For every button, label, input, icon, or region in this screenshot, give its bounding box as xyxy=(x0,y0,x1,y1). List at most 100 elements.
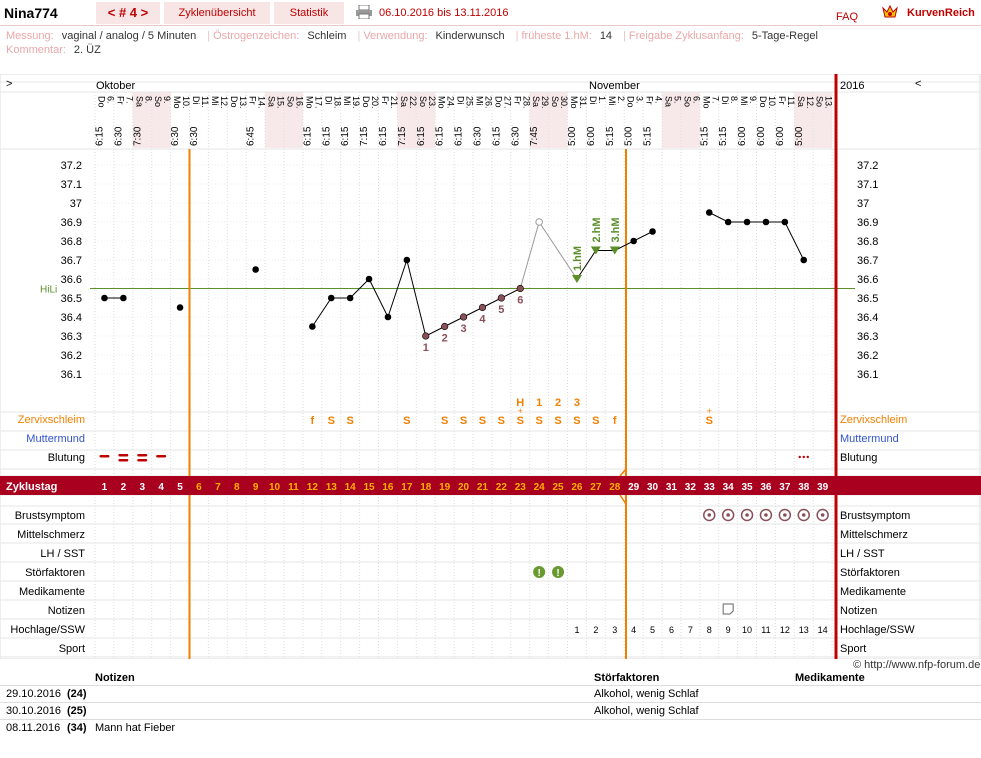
weekend-shade xyxy=(794,92,814,148)
cycle-day-number: 5 xyxy=(177,482,183,493)
low-phase-label: 1 xyxy=(423,342,429,354)
measure-time: 6:00 xyxy=(737,126,748,146)
faq-link[interactable]: FAQ xyxy=(836,11,859,23)
y-tick-label: 37.2 xyxy=(61,160,82,172)
user-name: Nina774 xyxy=(4,5,58,21)
hochlage-number: 6 xyxy=(669,625,674,635)
cycle-day-number: 7 xyxy=(215,482,221,493)
cervix-mark: S xyxy=(592,415,599,427)
day-date: 11. xyxy=(786,96,796,108)
cycle-overview-tab[interactable]: Zyklenübersicht xyxy=(164,2,270,24)
cycle-day-number: 13 xyxy=(326,482,338,493)
day-weekday: Fr xyxy=(512,96,522,105)
excluded-connector xyxy=(519,221,540,289)
cycle-day-number: 17 xyxy=(401,482,413,493)
day-weekday: So xyxy=(550,96,560,107)
cycle-switcher[interactable]: < # 4 > xyxy=(96,2,160,24)
y-tick-label: 37 xyxy=(70,198,82,210)
day-date: 13. xyxy=(824,96,834,109)
day-weekday: Fr xyxy=(115,96,125,105)
cervix-plus: + xyxy=(707,406,712,416)
measure-time: 5:15 xyxy=(605,126,616,146)
cycle-day-number: 15 xyxy=(363,482,375,493)
note-date: 29.10.2016 xyxy=(6,688,62,700)
low-phase-label: 6 xyxy=(517,295,523,307)
row-label-mm: Muttermund xyxy=(26,433,85,445)
day-date: 10. xyxy=(181,96,191,109)
day-date: 23. xyxy=(427,96,437,109)
meta-label: Verwendung: xyxy=(363,30,428,42)
day-date: 6. xyxy=(105,96,115,104)
breast-symptom-dot xyxy=(783,513,787,517)
row-label-med: Medikamente xyxy=(19,586,85,598)
day-date: 7. xyxy=(710,96,720,104)
disturbance-icon xyxy=(533,566,546,578)
temperature-point xyxy=(724,218,732,226)
peak-label: H xyxy=(516,397,524,409)
day-weekday: Di xyxy=(456,96,466,105)
measure-time: 6:15 xyxy=(454,126,465,146)
day-date: 17. xyxy=(313,96,323,109)
weekend-shade xyxy=(529,92,549,148)
y-tick-label-right: 36.6 xyxy=(857,274,878,286)
day-date: 14. xyxy=(257,96,267,109)
kurvenreich-link[interactable]: KurvenReich xyxy=(907,7,975,19)
day-date: 26. xyxy=(483,96,493,109)
statistics-tab[interactable]: Statistik xyxy=(274,2,344,24)
higher-measurement-marker xyxy=(590,246,601,255)
cervix-mark: S xyxy=(573,415,580,427)
row-label-pain: Mittelschmerz xyxy=(17,529,85,541)
row-label-blood: Blutung xyxy=(48,452,85,464)
row-label-right-med: Medikamente xyxy=(840,586,906,598)
day-date: 12. xyxy=(219,96,229,109)
y-tick-label-right: 36.9 xyxy=(857,217,878,229)
bleeding-mark xyxy=(137,454,148,457)
day-weekday: So xyxy=(682,96,692,107)
cycle-day-number: 31 xyxy=(666,482,678,493)
peak-label: 2 xyxy=(555,397,561,409)
y-tick-label: 36.2 xyxy=(61,350,82,362)
disturbances-header: Störfaktoren xyxy=(594,672,660,684)
day-date: 27. xyxy=(502,96,512,109)
measure-time: 6:30 xyxy=(170,126,181,146)
day-weekday: Mo xyxy=(437,96,447,109)
day-weekday: Do xyxy=(493,96,503,108)
cycle-day-number: 12 xyxy=(307,482,319,493)
note-row: 29.10.2016 (24) Alkohol, wenig Schlaf xyxy=(0,685,981,702)
day-date: 31. xyxy=(578,96,588,109)
day-weekday: Mi xyxy=(474,96,484,106)
weekend-shade xyxy=(813,92,833,148)
spotting-dot xyxy=(806,455,809,459)
row-label-lh: LH / SST xyxy=(40,548,85,560)
cycle-day-number: 6 xyxy=(196,482,202,493)
temperature-point xyxy=(781,218,789,226)
note-disturbance: Alkohol, wenig Schlaf xyxy=(594,688,699,700)
temperature-point xyxy=(743,218,751,226)
day-weekday: Di xyxy=(588,96,598,105)
day-date: 8. xyxy=(729,96,739,104)
nav-next: < xyxy=(915,78,921,90)
cycle-day-number: 33 xyxy=(704,482,716,493)
hm-label: 1.hM xyxy=(572,246,584,271)
cervix-mark: S xyxy=(441,415,448,427)
cervix-mark: f xyxy=(613,415,617,427)
note-text: Mann hat Fieber xyxy=(95,722,176,734)
measure-time: 6:15 xyxy=(321,126,332,146)
printer-icon[interactable] xyxy=(356,5,372,19)
day-date: 9. xyxy=(162,96,172,104)
day-weekday: Sa xyxy=(134,96,144,107)
cervix-mark: S xyxy=(479,415,486,427)
meta-value: Kinderwunsch xyxy=(435,30,505,42)
row-label-hoch: Hochlage/SSW xyxy=(10,624,85,636)
cycle-day-number: 22 xyxy=(496,482,508,493)
day-date: 5. xyxy=(672,96,682,104)
note-cycle-day: (24) xyxy=(67,688,87,700)
hochlage-number: 12 xyxy=(780,625,790,635)
y-tick-label-right: 36.3 xyxy=(857,331,878,343)
day-weekday: So xyxy=(418,96,428,107)
day-weekday: So xyxy=(815,96,825,107)
note-date: 08.11.2016 xyxy=(6,722,61,734)
measure-time: 6:30 xyxy=(113,126,124,146)
cervix-mark: S xyxy=(554,415,561,427)
cycle-day-number: 35 xyxy=(741,482,753,493)
